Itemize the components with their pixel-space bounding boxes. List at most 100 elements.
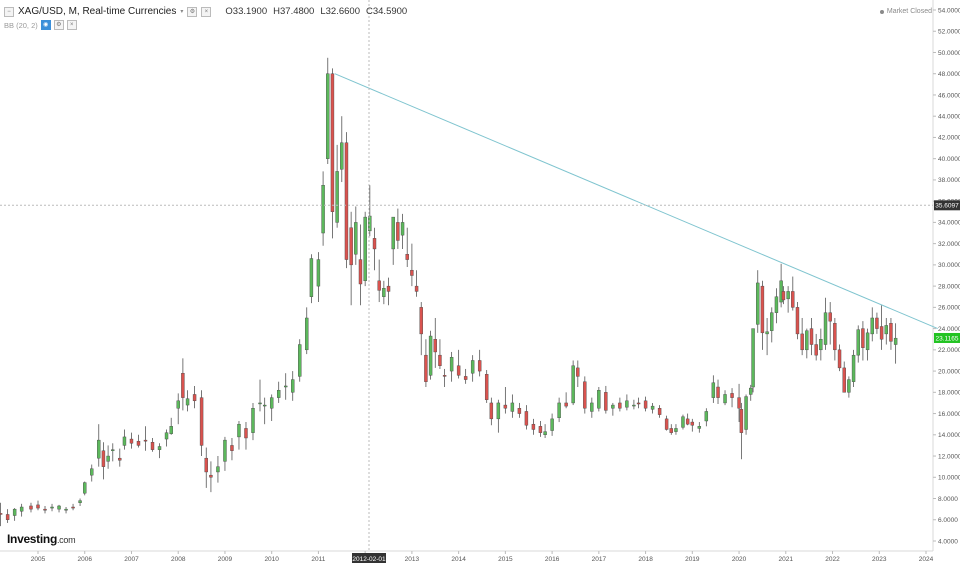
candle[interactable] xyxy=(847,376,851,398)
candle[interactable] xyxy=(5,509,10,523)
candle[interactable] xyxy=(391,216,395,265)
candle[interactable] xyxy=(199,390,204,457)
candle[interactable] xyxy=(636,397,641,409)
candle[interactable] xyxy=(674,424,678,435)
candle[interactable] xyxy=(438,339,442,369)
candle[interactable] xyxy=(29,502,33,513)
candle[interactable] xyxy=(78,498,82,506)
candle[interactable] xyxy=(405,227,409,268)
candle[interactable] xyxy=(632,399,636,410)
candle[interactable] xyxy=(442,368,447,388)
candle[interactable] xyxy=(870,307,874,342)
candle[interactable] xyxy=(19,503,24,517)
candle[interactable] xyxy=(101,442,106,480)
candle[interactable] xyxy=(865,328,870,361)
candle[interactable] xyxy=(414,270,419,297)
candle[interactable] xyxy=(791,276,795,311)
candle[interactable] xyxy=(368,185,372,237)
candle[interactable] xyxy=(129,432,134,449)
candle[interactable] xyxy=(262,397,267,425)
candle[interactable] xyxy=(50,503,54,512)
candle[interactable] xyxy=(410,243,414,287)
candle[interactable] xyxy=(557,397,561,423)
candle[interactable] xyxy=(685,413,690,426)
candle[interactable] xyxy=(181,358,185,411)
candle[interactable] xyxy=(496,399,501,433)
candle[interactable] xyxy=(64,507,68,514)
candle[interactable] xyxy=(809,317,814,356)
candle[interactable] xyxy=(531,418,536,435)
candle[interactable] xyxy=(111,443,115,462)
candle[interactable] xyxy=(884,317,888,345)
candle[interactable] xyxy=(828,302,832,345)
candle[interactable] xyxy=(0,502,3,527)
candle[interactable] xyxy=(893,323,898,364)
candle[interactable] xyxy=(510,394,515,418)
candle[interactable] xyxy=(524,405,529,430)
candle[interactable] xyxy=(316,252,321,303)
candle[interactable] xyxy=(309,254,314,304)
candle[interactable] xyxy=(657,405,662,418)
candle[interactable] xyxy=(470,355,475,382)
candle[interactable] xyxy=(704,408,709,427)
candle[interactable] xyxy=(276,381,281,403)
candle[interactable] xyxy=(851,349,856,388)
candle[interactable] xyxy=(157,443,162,459)
candle[interactable] xyxy=(889,317,893,350)
candle[interactable] xyxy=(237,420,241,450)
candle[interactable] xyxy=(216,456,220,483)
candle[interactable] xyxy=(12,508,17,521)
candle[interactable] xyxy=(760,280,765,350)
candle[interactable] xyxy=(382,280,386,305)
candle[interactable] xyxy=(230,437,234,461)
candle[interactable] xyxy=(122,429,127,450)
candle[interactable] xyxy=(538,420,543,437)
candle[interactable] xyxy=(419,302,423,356)
candle[interactable] xyxy=(805,328,809,359)
candle[interactable] xyxy=(326,57,330,164)
candle[interactable] xyxy=(400,213,405,249)
dropdown-caret-icon[interactable]: ▾ xyxy=(180,9,184,15)
candle[interactable] xyxy=(723,390,727,406)
candle[interactable] xyxy=(611,402,615,416)
close-icon[interactable]: × xyxy=(66,20,77,30)
candle[interactable] xyxy=(330,68,335,239)
candle[interactable] xyxy=(744,394,748,435)
candle[interactable] xyxy=(730,388,734,408)
candle[interactable] xyxy=(363,211,367,287)
candle[interactable] xyxy=(590,397,594,418)
candle[interactable] xyxy=(90,464,94,482)
candle[interactable] xyxy=(861,321,865,361)
candle[interactable] xyxy=(625,394,629,411)
candle[interactable] xyxy=(43,505,47,514)
candle[interactable] xyxy=(463,368,468,384)
candle[interactable] xyxy=(143,426,148,451)
candle[interactable] xyxy=(344,132,349,269)
candle[interactable] xyxy=(814,333,818,361)
candle[interactable] xyxy=(697,422,702,433)
candle[interactable] xyxy=(396,208,400,249)
candle[interactable] xyxy=(57,504,61,513)
candle[interactable] xyxy=(856,325,860,363)
candle[interactable] xyxy=(618,397,622,412)
candle[interactable] xyxy=(711,375,716,403)
candle[interactable] xyxy=(737,383,741,423)
candle[interactable] xyxy=(774,288,779,324)
candle[interactable] xyxy=(517,402,522,418)
candle[interactable] xyxy=(164,429,169,447)
candle[interactable] xyxy=(739,402,744,460)
candle[interactable] xyxy=(664,415,669,431)
candle[interactable] xyxy=(765,317,769,356)
candle[interactable] xyxy=(377,259,381,303)
candle[interactable] xyxy=(269,394,274,421)
candle[interactable] xyxy=(503,387,508,414)
candle[interactable] xyxy=(209,461,213,493)
candle[interactable] xyxy=(305,307,309,355)
candle[interactable] xyxy=(875,312,879,334)
candle[interactable] xyxy=(681,414,685,430)
candle[interactable] xyxy=(795,302,800,340)
candle[interactable] xyxy=(433,317,437,368)
candle[interactable] xyxy=(576,360,580,388)
settings-icon[interactable]: ⚙ xyxy=(53,20,64,30)
candle[interactable] xyxy=(837,344,842,372)
